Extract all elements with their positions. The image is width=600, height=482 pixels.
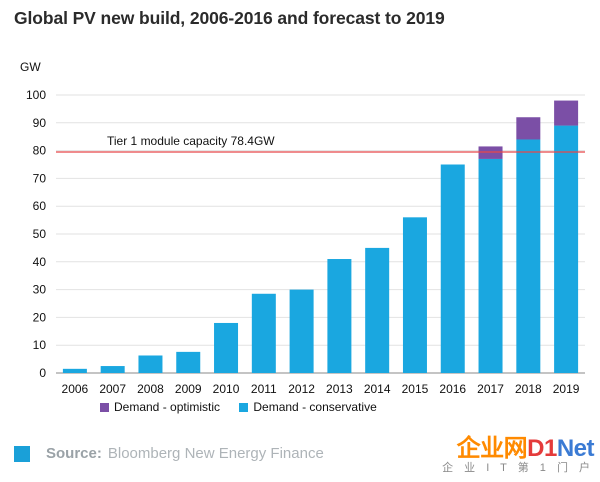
y-tick-label: 60 bbox=[33, 199, 47, 213]
legend-swatch-optimistic bbox=[100, 402, 109, 412]
x-tick-label: 2015 bbox=[402, 382, 429, 396]
x-tick-label: 2016 bbox=[439, 382, 466, 396]
bar-demand-optimistic-2018 bbox=[516, 117, 541, 140]
x-tick-label: 2011 bbox=[251, 382, 277, 396]
source-label: Source: bbox=[46, 445, 102, 462]
x-tick-label: 2006 bbox=[62, 382, 89, 396]
x-tick-label: 2012 bbox=[288, 382, 315, 396]
x-tick-label: 2007 bbox=[99, 382, 126, 396]
chart-title: Global PV new build, 2006-2016 and forec… bbox=[14, 8, 445, 28]
bar-demand-conservative-2014 bbox=[365, 247, 390, 373]
bar-demand-conservative-2009 bbox=[176, 351, 201, 373]
source-text: Bloomberg New Energy Finance bbox=[107, 445, 324, 462]
y-tick-label: 80 bbox=[33, 144, 47, 158]
y-tick-label: 50 bbox=[33, 227, 47, 241]
bar-demand-optimistic-2019 bbox=[554, 100, 579, 126]
legend-swatch-conservative bbox=[239, 402, 249, 412]
y-tick-label: 70 bbox=[33, 171, 47, 185]
bar-demand-optimistic-2017 bbox=[478, 146, 503, 159]
legend-label-conservative: Demand - conservative bbox=[253, 400, 377, 414]
bar-demand-conservative-2006 bbox=[62, 368, 87, 373]
legend: Demand - optimistic Demand - conservativ… bbox=[100, 400, 393, 415]
watermark-brand-i: 1 bbox=[543, 435, 557, 462]
x-tick-label: 2017 bbox=[477, 382, 504, 396]
watermark-logo: 企业网D1Net 企 业 I T 第 1 门 户 bbox=[442, 436, 594, 475]
x-tick-label: 2013 bbox=[326, 382, 353, 396]
bar-demand-conservative-2010 bbox=[214, 322, 239, 373]
bar-demand-conservative-2007 bbox=[100, 366, 125, 373]
watermark-subtitle: 企 业 I T 第 1 门 户 bbox=[442, 462, 594, 474]
x-tick-label: 2018 bbox=[515, 382, 542, 396]
y-tick-label: 40 bbox=[33, 255, 47, 269]
bar-demand-conservative-2015 bbox=[402, 217, 427, 373]
y-tick-label: 20 bbox=[33, 310, 47, 324]
bar-demand-conservative-2016 bbox=[440, 164, 465, 373]
legend-label-optimistic: Demand - optimistic bbox=[114, 400, 221, 414]
x-tick-label: 2019 bbox=[553, 382, 580, 396]
y-tick-label: 100 bbox=[26, 88, 46, 102]
source-note: Source: Bloomberg New Energy Finance bbox=[14, 445, 324, 462]
bar-demand-conservative-2008 bbox=[138, 355, 163, 373]
bar-demand-conservative-2019 bbox=[554, 125, 579, 373]
bar-demand-conservative-2018 bbox=[516, 139, 541, 373]
y-axis-label: GW bbox=[20, 60, 41, 74]
watermark-brand-d: D bbox=[527, 435, 544, 462]
legend-item-optimistic: Demand - optimistic bbox=[100, 400, 220, 414]
x-tick-label: 2009 bbox=[175, 382, 202, 396]
x-tick-label: 2010 bbox=[213, 382, 240, 396]
legend-item-conservative: Demand - conservative bbox=[239, 400, 377, 414]
x-tick-label: 2008 bbox=[137, 382, 164, 396]
watermark-brand: 企业网D1Net bbox=[442, 435, 595, 462]
reference-line-label: Tier 1 module capacity 78.4GW bbox=[107, 134, 275, 148]
y-tick-label: 30 bbox=[33, 283, 47, 297]
x-tick-label: 2014 bbox=[364, 382, 391, 396]
watermark-brand-cn: 企业网 bbox=[456, 435, 528, 462]
bar-demand-conservative-2011 bbox=[251, 293, 276, 373]
y-tick-label: 10 bbox=[33, 338, 47, 352]
x-axis-ticks: 2006 2007 2008 2009 2010 2011 2012 2013 2014 2015… bbox=[62, 382, 580, 396]
bar-demand-conservative-2013 bbox=[327, 259, 352, 373]
y-tick-label: 90 bbox=[33, 116, 47, 130]
bar-demand-conservative-2012 bbox=[289, 289, 314, 373]
watermark-brand-net: Net bbox=[556, 435, 595, 462]
bar-demand-conservative-2017 bbox=[478, 158, 503, 373]
source-square-icon bbox=[14, 445, 30, 462]
y-axis-ticks: 0 10 20 30 40 50 60 70 80 90 100 bbox=[26, 88, 46, 380]
y-tick-label: 0 bbox=[39, 366, 46, 380]
bars bbox=[62, 100, 579, 373]
